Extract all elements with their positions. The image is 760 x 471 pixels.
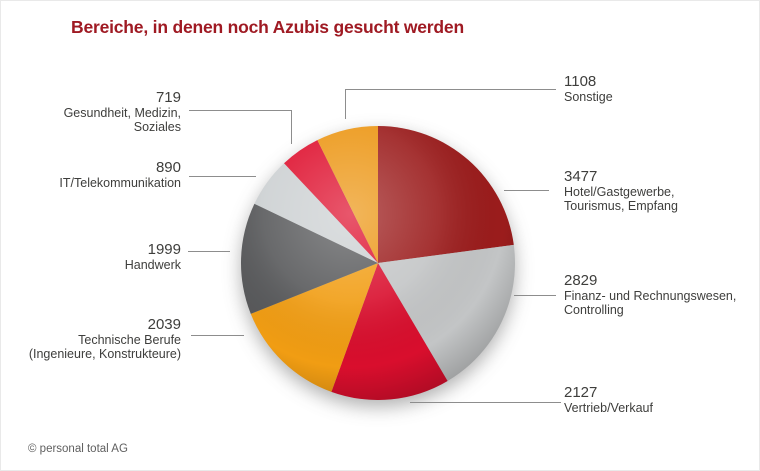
callout-label-line: Hotel/Gastgewerbe,	[564, 185, 675, 199]
leader-line-sonstige-h	[345, 89, 556, 90]
chart-title: Bereiche, in denen noch Azubis gesucht w…	[71, 17, 464, 37]
callout-value: 719	[155, 89, 181, 106]
callout-value: 2829	[564, 272, 598, 289]
callout-label-line: Finanz- und Rechnungswesen,	[564, 289, 737, 303]
callout-hotel: 3477 Hotel/Gastgewerbe, Tourismus, Empfa…	[564, 168, 678, 213]
callout-label-line: Controlling	[564, 303, 624, 317]
callout-value: 3477	[564, 168, 598, 185]
callout-value: 1999	[147, 241, 181, 258]
callout-sonstige: 1108 Sonstige	[564, 73, 613, 104]
callout-finanz: 2829 Finanz- und Rechnungswesen, Control…	[564, 272, 736, 317]
leader-line-gesundheit-v	[291, 110, 292, 144]
pie-chart-svg	[241, 126, 515, 400]
callout-label-line: IT/Telekommunikation	[59, 176, 181, 190]
callout-it: 890 IT/Telekommunikation	[59, 159, 181, 190]
callout-label-line: Tourismus, Empfang	[564, 199, 678, 213]
callout-value: 890	[155, 159, 181, 176]
callout-label-line: Technische Berufe	[78, 333, 181, 347]
callout-technische: 2039 Technische Berufe (Ingenieure, Kons…	[29, 316, 181, 361]
callout-label-line: (Ingenieure, Konstrukteure)	[28, 347, 181, 361]
callout-label-line: Handwerk	[124, 258, 181, 272]
leader-line-it	[189, 176, 256, 177]
leader-line-vertrieb	[410, 402, 561, 403]
callout-value: 2127	[564, 384, 598, 401]
leader-line-technische	[191, 335, 244, 336]
leader-line-gesundheit-h	[189, 110, 292, 111]
callout-label-line: Sonstige	[564, 90, 613, 104]
leader-line-sonstige-v	[345, 89, 346, 119]
pie-chart	[228, 113, 528, 413]
callout-vertrieb: 2127 Vertrieb/Verkauf	[564, 384, 653, 415]
pie-gloss-overlay	[241, 126, 515, 400]
callout-label-line: Vertrieb/Verkauf	[564, 401, 653, 415]
copyright: © personal total AG	[28, 443, 128, 455]
callout-handwerk: 1999 Handwerk	[125, 241, 181, 272]
leader-line-finanz	[514, 295, 556, 296]
callout-value: 1108	[564, 73, 597, 90]
callout-label-line: Soziales	[133, 120, 181, 134]
leader-line-handwerk	[188, 251, 230, 252]
leader-line-hotel	[504, 190, 549, 191]
callout-value: 2039	[147, 316, 181, 333]
callout-gesundheit: 719 Gesundheit, Medizin, Soziales	[64, 89, 181, 134]
callout-label-line: Gesundheit, Medizin,	[63, 106, 181, 120]
